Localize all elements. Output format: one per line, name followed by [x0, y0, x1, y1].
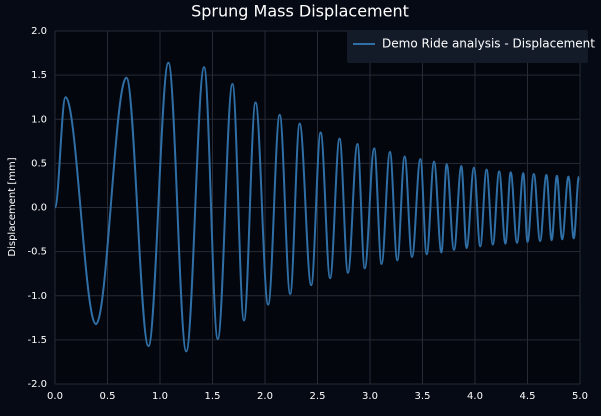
x-tick-label: 4.0: [467, 391, 483, 402]
x-tick-label: 1.5: [205, 391, 221, 402]
y-tick-label: -1.5: [27, 335, 47, 346]
x-tick-label: 4.5: [520, 391, 536, 402]
y-tick-label: 0.5: [31, 158, 47, 169]
y-tick-label: -2.0: [27, 379, 47, 390]
y-tick-label: -0.5: [27, 247, 47, 258]
y-tick-label: 0.0: [31, 203, 47, 214]
y-axis-label: Displacement [mm]: [7, 157, 18, 256]
x-tick-label: 5.0: [572, 391, 588, 402]
x-tick-label: 2.5: [310, 391, 326, 402]
x-tick-label: 3.0: [362, 391, 378, 402]
x-tick-label: 2.0: [257, 391, 273, 402]
y-tick-label: 1.5: [31, 70, 47, 81]
x-tick-label: 0.0: [47, 391, 63, 402]
x-tick-label: 3.5: [415, 391, 431, 402]
y-tick-label: -1.0: [27, 291, 47, 302]
legend-box: [347, 30, 588, 63]
data-line: [54, 61, 580, 353]
x-tick-label: 1.0: [152, 391, 168, 402]
x-tick-label: 0.5: [100, 391, 116, 402]
legend-label: Demo Ride analysis - Displacement: [382, 37, 595, 51]
y-tick-label: 2.0: [31, 26, 47, 37]
chart-title: Sprung Mass Displacement: [191, 2, 409, 21]
y-tick-label: 1.0: [31, 114, 47, 125]
